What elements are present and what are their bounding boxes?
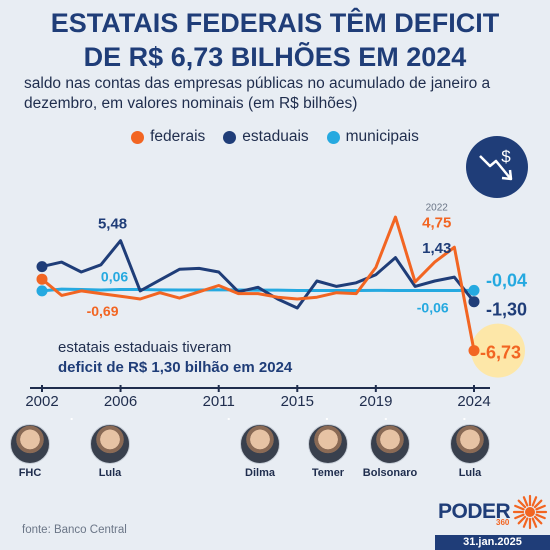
highlight-glow: [471, 323, 525, 378]
note-line-1: estatais estaduais tiveram: [58, 339, 232, 356]
point-estaduais-2002: [36, 261, 48, 273]
president-name: FHC: [18, 467, 42, 479]
date-badge: 31.jan.2025: [435, 535, 550, 550]
president-name: Lula: [98, 467, 122, 479]
annotation-note: estatais estaduais tiveram deficit de R$…: [58, 338, 292, 378]
president-temer-2017: Temer: [298, 424, 358, 479]
data-label-estaduais-2023: 1,43: [422, 240, 451, 257]
svg-text:$: $: [501, 147, 511, 166]
point-federais-2002: [36, 273, 48, 285]
data-label-estaduais-2006: 5,48: [98, 216, 127, 233]
x-tick-label-2019: 2019: [359, 393, 392, 410]
president-dilma-2012: Dilma: [230, 424, 290, 479]
chart-subtitle: saldo nas contas das empresas públicas n…: [24, 75, 491, 112]
data-label-estaduais-2024: -1,30: [486, 300, 527, 320]
data-label-municipais-2024: -0,04: [486, 270, 527, 290]
president-lula-2006: Lula: [80, 424, 140, 479]
line-chart: 2002 2006 2011 2015 2019 2024 5,48 0,06 -0,69 4,7…: [25, 202, 527, 420]
title-line-1: ESTATAIS FEDERAIS TÊM DEFICIT: [50, 8, 500, 38]
x-tick-label-2002: 2002: [25, 393, 58, 410]
data-label-municipais-2006: 0,06: [101, 268, 128, 284]
poder360-logo: PODER 360: [438, 494, 548, 530]
legend-label-estaduais: estaduais: [242, 128, 309, 145]
x-tick-label-2024: 2024: [457, 393, 490, 410]
series-line-estaduais: [41, 239, 476, 310]
logo-sub: 360: [496, 518, 510, 527]
point-federais-2024: [468, 345, 480, 357]
source-text: fonte: Banco Central: [22, 524, 127, 536]
logo-text: PODER: [438, 500, 511, 523]
president-name: Dilma: [245, 467, 275, 479]
avatar: [90, 424, 130, 464]
series-line-federais: [41, 215, 476, 351]
avatar: [10, 424, 50, 464]
data-label-municipais-2023: -0,06: [417, 300, 449, 316]
sunburst-icon: [513, 494, 548, 530]
x-tick-label-2011: 2011: [203, 393, 235, 410]
chart-title: ESTATAIS FEDERAIS TÊM DEFICIT DE R$ 6,73…: [0, 6, 550, 74]
avatar: [450, 424, 490, 464]
avatar: [370, 424, 410, 464]
president-fhc-2002: FHC: [0, 424, 60, 479]
legend: federais estaduais municipais: [0, 128, 550, 146]
x-tick-label-2015: 2015: [281, 393, 314, 410]
data-label-federais-2023: 4,75: [422, 214, 451, 231]
title-line-2: DE R$ 6,73 BILHÕES EM 2024: [83, 42, 467, 72]
president-name: Temer: [311, 467, 345, 479]
data-label-federais-2024: -6,73: [480, 343, 521, 363]
legend-swatch-federais: [131, 130, 145, 144]
president-bolsonaro-2020: Bolsonaro: [360, 424, 420, 479]
legend-label-municipais: municipais: [345, 128, 419, 145]
legend-item-federais: federais: [131, 128, 205, 146]
legend-swatch-estaduais: [223, 130, 237, 144]
avatar: [240, 424, 280, 464]
avatar: [308, 424, 348, 464]
data-label-federais-2006: -0,69: [87, 303, 119, 319]
president-name: Lula: [458, 467, 482, 479]
president-lula-2024: Lula: [440, 424, 500, 479]
dollar-down-trend-icon: $: [466, 136, 528, 198]
point-municipais-2024: [468, 284, 480, 296]
series-line-municipais: [41, 287, 475, 293]
data-label-year-federais-2023: 2022: [426, 202, 449, 213]
point-municipais-2002: [36, 285, 48, 297]
legend-swatch-municipais: [326, 130, 340, 144]
point-estaduais-2024: [468, 296, 480, 308]
legend-item-estaduais: estaduais: [223, 128, 309, 146]
note-line-2: deficit de R$ 1,30 bilhão em 2024: [58, 359, 293, 376]
legend-label-federais: federais: [150, 128, 206, 145]
x-tick-label-2006: 2006: [104, 393, 137, 410]
president-name: Bolsonaro: [362, 467, 418, 479]
legend-item-municipais: municipais: [326, 128, 419, 146]
